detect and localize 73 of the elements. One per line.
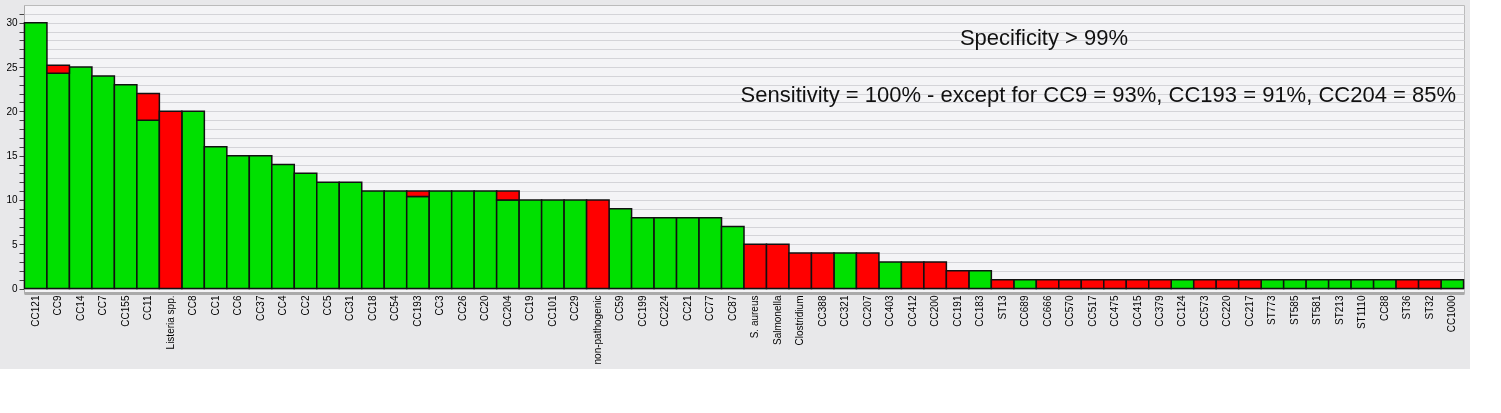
x-tick-label: CC18 [366, 295, 378, 322]
x-tick-label: CC517 [1086, 295, 1098, 327]
x-tick-label: CC155 [119, 295, 131, 327]
x-tick-label: CC31 [344, 295, 356, 322]
x-tick-label: CC5 [322, 295, 334, 316]
x-tick-label: CC224 [659, 295, 671, 327]
x-tick-label: CC200 [929, 295, 941, 327]
x-tick-label: CC8 [187, 295, 199, 316]
x-tick-label: CC59 [614, 295, 626, 322]
x-tick-label: CC54 [389, 295, 401, 322]
x-tick-label: CC11 [142, 295, 154, 321]
x-tick-label: CC1 [209, 295, 221, 316]
x-tick-label: Clostridium [794, 295, 806, 346]
x-tick-label: CC217 [1243, 295, 1255, 327]
annotation: Specificity > 99% [959, 25, 1129, 50]
x-tick-label: CC87 [726, 295, 738, 322]
x-tick-label: CC412 [906, 295, 918, 327]
x-tick-label: CC9 [52, 295, 64, 316]
x-tick-label: CC403 [884, 295, 896, 327]
x-tick-label: CC88 [1378, 295, 1390, 322]
x-tick-label: CC689 [1019, 295, 1031, 327]
x-tick-label: CC666 [1041, 295, 1053, 327]
x-tick-label: CC1000 [1446, 295, 1458, 333]
x-tick-label: ST36 [1401, 295, 1413, 320]
x-tick-label: CC191 [951, 295, 963, 327]
y-tick-label: 20 [6, 105, 18, 117]
y-tick-label: 25 [6, 61, 18, 73]
x-tick-label: ST13 [996, 295, 1008, 320]
x-tick-label: CC207 [861, 295, 873, 327]
annotation: Sensitivity = 100% - except for CC9 = 93%, CC193 = 91%, CC204 = 85% [740, 82, 1456, 107]
x-tick-label: CC204 [501, 295, 513, 327]
x-tick-label: CC21 [681, 295, 693, 322]
x-tick-label: CC124 [1176, 295, 1188, 327]
x-tick-label: CC193 [411, 295, 423, 327]
x-tick-label: ST581 [1311, 295, 1323, 325]
x-tick-label: non-pathogenic [591, 295, 603, 365]
x-tick-label: CC4 [277, 295, 289, 316]
x-tick-label: CC388 [816, 295, 828, 327]
x-tick-label: CC475 [1109, 295, 1121, 327]
x-tick-label: CC379 [1153, 295, 1165, 327]
x-tick-label: CC29 [569, 295, 581, 322]
x-tick-label: CC14 [74, 295, 86, 322]
x-tick-label: ST585 [1288, 295, 1300, 325]
x-tick-label: CC37 [254, 295, 266, 322]
x-tick-label: CC19 [524, 295, 536, 322]
x-tick-label: CC77 [704, 295, 716, 322]
x-tick-label: ST32 [1423, 295, 1435, 320]
x-tick-label: Listeria spp. [164, 295, 176, 350]
x-tick-label: CC101 [546, 295, 558, 327]
x-tick-label: CC7 [97, 295, 109, 316]
x-tick-label: CC573 [1198, 295, 1210, 327]
x-tick-label: CC570 [1064, 295, 1076, 327]
x-tick-label: CC26 [456, 295, 468, 322]
x-tick-label: CC121 [29, 295, 41, 327]
x-tick-label: ST773 [1266, 295, 1278, 325]
x-tick-label: ST213 [1333, 295, 1345, 325]
x-tick-label: Salmonella [771, 295, 783, 345]
y-tick-label: 0 [11, 283, 18, 295]
x-tick-label: CC199 [636, 295, 648, 327]
y-tick-label: 5 [11, 238, 18, 250]
x-tick-label: CC415 [1131, 295, 1143, 327]
x-tick-label: S. aureus [749, 295, 761, 339]
y-tick-label: 15 [6, 150, 18, 162]
y-tick-label: 10 [6, 194, 18, 206]
x-tick-label: CC20 [479, 295, 491, 322]
y-tick-label: 30 [6, 17, 18, 29]
x-tick-label: CC2 [299, 295, 311, 316]
x-tick-label: CC321 [839, 295, 851, 327]
x-tick-label: ST1110 [1356, 295, 1368, 330]
x-tick-label: CC220 [1221, 295, 1233, 327]
x-tick-label: CC183 [974, 295, 986, 327]
x-tick-label: CC3 [434, 295, 446, 316]
x-tick-label: CC6 [232, 295, 244, 316]
